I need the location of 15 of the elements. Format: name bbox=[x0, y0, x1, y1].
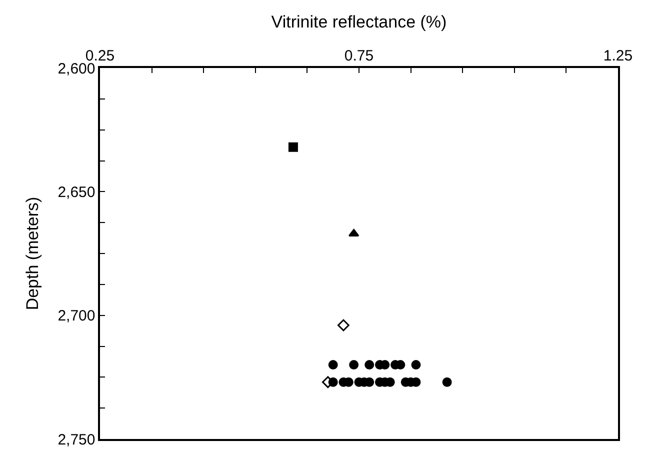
point bbox=[349, 360, 359, 370]
x-tick-label: 1.25 bbox=[603, 47, 633, 64]
point bbox=[364, 360, 374, 370]
x-axis-title: Vitrinite reflectance (%) bbox=[271, 12, 447, 32]
y-tick-label: 2,700 bbox=[58, 308, 96, 325]
point bbox=[328, 377, 338, 387]
y-tick-label: 2,750 bbox=[58, 431, 96, 448]
x-tick-label: 0.75 bbox=[344, 47, 374, 64]
point bbox=[338, 319, 350, 332]
point bbox=[328, 360, 338, 370]
point bbox=[442, 377, 452, 387]
point bbox=[288, 142, 298, 152]
y-axis-title: Depth (meters) bbox=[22, 196, 42, 310]
y-tick-label: 2,650 bbox=[58, 184, 96, 201]
point bbox=[411, 360, 421, 370]
